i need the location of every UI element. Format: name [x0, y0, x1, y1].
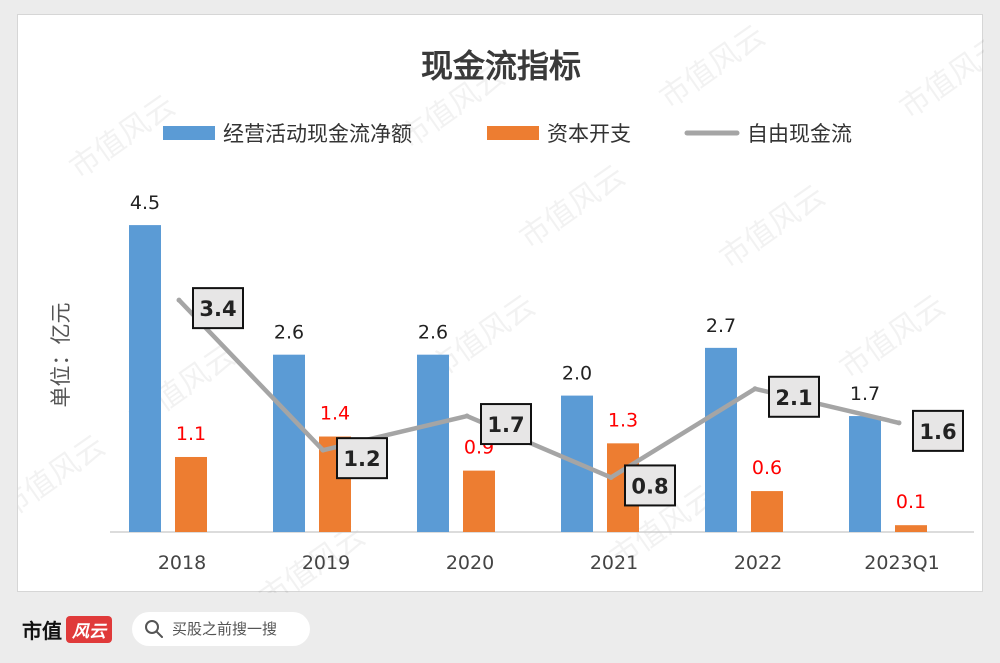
free-cashflow-label-box: [192, 287, 244, 330]
operating-cashflow-label: 2.7: [706, 315, 736, 337]
free-cashflow-label: 0.8: [631, 474, 668, 498]
brand-name: 市值: [22, 618, 62, 643]
free-cashflow-point: [464, 413, 470, 419]
capex-bar: [463, 470, 495, 532]
x-tick-label: 2022: [734, 552, 782, 574]
free-cashflow-point: [752, 386, 758, 392]
brand-logo[interactable]: 市值 风云: [22, 614, 112, 644]
watermark-text: 市值风云: [713, 178, 831, 275]
capex-bar: [751, 491, 783, 532]
footer-bar: 市值 风云: [0, 600, 1000, 663]
watermark-text: 市值风云: [893, 28, 984, 125]
operating-cashflow-bar: [705, 347, 737, 532]
capex-label: 1.4: [320, 403, 350, 425]
free-cashflow-label-box: [768, 375, 820, 418]
watermark-text: 市值风云: [18, 428, 112, 525]
capex-label: 1.3: [608, 409, 638, 431]
x-tick-label: 2018: [158, 552, 206, 574]
free-cashflow-point: [320, 447, 326, 453]
operating-cashflow-bar: [849, 416, 881, 532]
capex-label: 0.1: [896, 491, 926, 513]
legend-label: 自由现金流: [747, 122, 852, 146]
watermark-text: 市值风云: [653, 18, 771, 115]
capex-label: 0.6: [752, 457, 782, 479]
legend-label: 资本开支: [547, 122, 631, 146]
search-icon: [145, 620, 163, 638]
x-tick-label: 2021: [590, 552, 638, 574]
brand-logo-mark: 风云: [66, 615, 112, 643]
capex-bar: [895, 525, 927, 532]
free-cashflow-point: [176, 297, 182, 303]
operating-cashflow-label: 2.6: [418, 322, 448, 344]
free-cashflow-label-box: [912, 409, 964, 452]
x-tick-label: 2019: [302, 552, 350, 574]
capex-bar: [175, 456, 207, 532]
watermark-text: 市值风云: [513, 158, 631, 255]
free-cashflow-point: [608, 474, 614, 480]
chart-title: 现金流指标: [421, 47, 581, 85]
chart-card: 市值风云 市值风云 市值风云 市值风云 市值风云 市值风云 市值风云 市值风云 市值风云 市值风云…: [17, 14, 984, 593]
operating-cashflow-label: 4.5: [130, 192, 160, 214]
x-tick-label: 2020: [446, 552, 494, 574]
operating-cashflow-label: 2.0: [562, 363, 592, 385]
search-input[interactable]: [170, 619, 304, 639]
operating-cashflow-bar: [273, 354, 305, 532]
free-cashflow-label: 2.1: [775, 386, 812, 410]
capex-label: 1.1: [176, 423, 206, 445]
free-cashflow-label: 1.2: [343, 447, 380, 471]
operating-cashflow-bar: [417, 354, 449, 532]
free-cashflow-label-box: [336, 437, 388, 480]
free-cashflow-label: 1.7: [487, 413, 524, 437]
legend-bar-swatch: [487, 126, 539, 140]
legend-bar-swatch: [163, 126, 215, 140]
free-cashflow-label-box: [480, 403, 532, 446]
operating-cashflow-bar: [129, 225, 161, 532]
operating-cashflow-label: 1.7: [850, 383, 880, 405]
free-cashflow-point: [896, 420, 902, 426]
x-tick-label: 2023Q1: [864, 552, 939, 574]
y-axis-label: 单位：亿元: [49, 303, 73, 408]
free-cashflow-label: 3.4: [199, 297, 236, 321]
watermark-text: 市值风云: [833, 288, 951, 385]
legend-label: 经营活动现金流净额: [223, 122, 412, 146]
free-cashflow-label-box: [624, 464, 676, 507]
search-box[interactable]: [132, 612, 310, 646]
operating-cashflow-label: 2.6: [274, 322, 304, 344]
free-cashflow-label: 1.6: [919, 420, 956, 444]
